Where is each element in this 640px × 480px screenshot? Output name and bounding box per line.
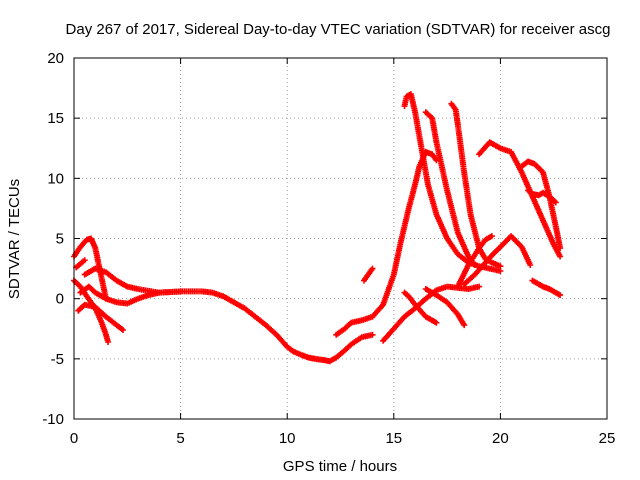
series-arc-2 bbox=[81, 265, 376, 365]
y-axis-label: SDTVAR / TECUs bbox=[6, 179, 23, 299]
data-point-markers bbox=[422, 109, 478, 268]
data-point-markers bbox=[73, 257, 88, 271]
x-tick-label: 0 bbox=[70, 430, 78, 447]
data-point-markers bbox=[529, 277, 564, 299]
data-point-markers bbox=[333, 148, 440, 338]
data-point-markers bbox=[81, 265, 376, 365]
data-point-markers bbox=[361, 265, 376, 284]
y-tick-label: 5 bbox=[56, 231, 64, 248]
y-tick-label: -10 bbox=[42, 411, 64, 428]
x-tick-label: 20 bbox=[492, 430, 509, 447]
series-arc-18 bbox=[361, 265, 376, 284]
series-arc-7 bbox=[333, 148, 440, 338]
data-point-markers bbox=[525, 187, 559, 206]
x-tick-label: 15 bbox=[385, 430, 402, 447]
series-arc-4 bbox=[77, 283, 184, 307]
series-arc-5 bbox=[75, 301, 126, 333]
data-point-markers bbox=[77, 283, 184, 307]
y-tick-label: 0 bbox=[56, 291, 64, 308]
data-point-markers bbox=[461, 233, 534, 288]
series-arc-6 bbox=[73, 257, 88, 271]
x-tick-label: 5 bbox=[176, 430, 184, 447]
y-tick-label: 10 bbox=[47, 170, 64, 187]
y-tick-label: 15 bbox=[47, 110, 64, 127]
series-arc-17 bbox=[422, 286, 468, 329]
series-arc-9 bbox=[422, 109, 478, 268]
data-point-markers bbox=[422, 286, 468, 329]
axis-ticks: 0 5 10 15 20 25 -10 -5 0 5 10 15 20 bbox=[42, 50, 615, 447]
y-tick-label: 20 bbox=[47, 50, 64, 67]
data-points bbox=[71, 91, 564, 365]
series-arc-20 bbox=[525, 187, 559, 206]
data-point-markers bbox=[518, 158, 564, 252]
chart-title: Day 267 of 2017, Sidereal Day-to-day VTE… bbox=[66, 21, 611, 38]
series-arc-12 bbox=[518, 158, 564, 252]
series-arc-13 bbox=[461, 233, 534, 288]
x-tick-label: 10 bbox=[279, 430, 296, 447]
series-arc-16 bbox=[401, 289, 440, 326]
data-point-markers bbox=[448, 100, 504, 270]
data-point-markers bbox=[380, 283, 483, 344]
series-arc-19 bbox=[529, 277, 564, 299]
data-point-markers bbox=[75, 301, 126, 333]
plot-frame bbox=[73, 57, 608, 420]
grid bbox=[74, 58, 607, 419]
x-tick-label: 25 bbox=[599, 430, 616, 447]
data-point-markers bbox=[401, 289, 440, 326]
x-axis-label: GPS time / hours bbox=[283, 458, 397, 475]
series-arc-15 bbox=[380, 283, 483, 344]
y-tick-label: -5 bbox=[51, 351, 64, 368]
series-arc-10 bbox=[448, 100, 504, 270]
